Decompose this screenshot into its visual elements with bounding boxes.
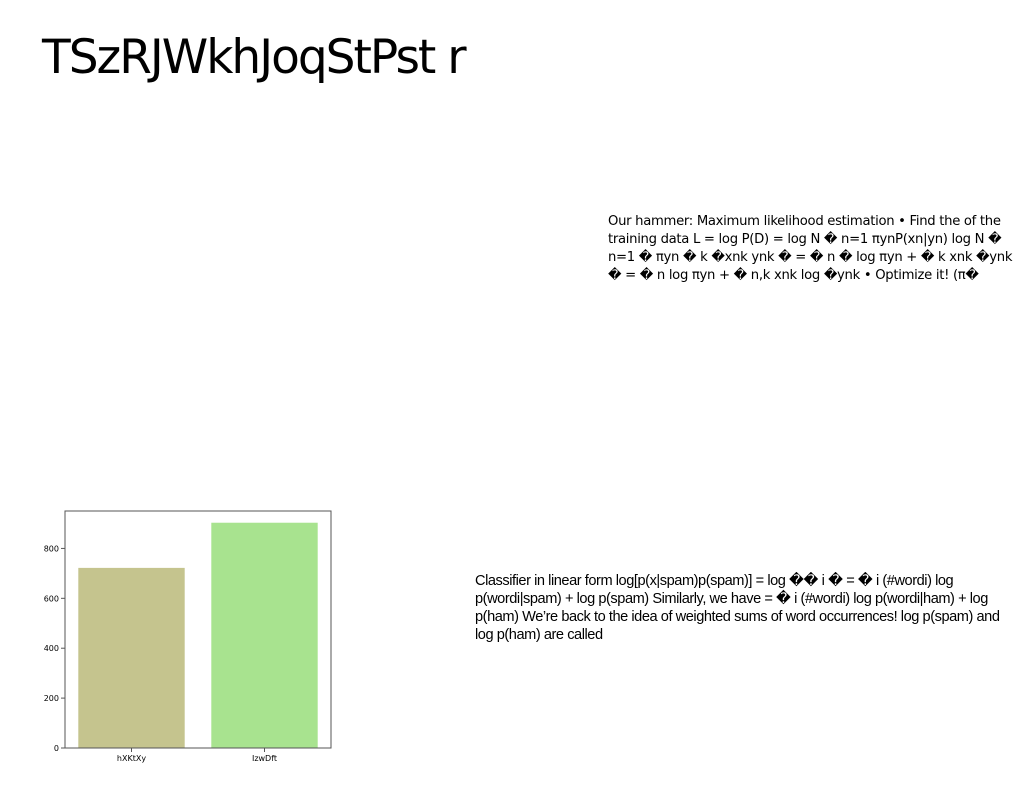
- x-tick-label: IzwDft: [252, 754, 277, 763]
- y-axis-ticks: 0 200 400 600 800: [44, 544, 65, 753]
- slide-title: TSzRJWkhJoqStPst r: [42, 30, 467, 85]
- bar-chart: 0 200 400 600 800 hXKtXy IzwDft: [44, 510, 332, 763]
- x-tick-label: hXKtXy: [117, 754, 146, 763]
- y-tick-label: 400: [44, 644, 59, 653]
- y-tick-label: 600: [44, 594, 59, 603]
- y-tick-label: 200: [44, 694, 59, 703]
- linear-classifier-paragraph: Classifier in linear form log[p(x|spam)p…: [475, 573, 1000, 643]
- bar-series: [78, 522, 318, 748]
- y-tick-label: 800: [44, 544, 59, 553]
- mle-paragraph: Our hammer: Maximum likelihood estimatio…: [608, 214, 1013, 283]
- y-tick-label: 0: [54, 744, 59, 753]
- bar-hXKtXy: [78, 567, 185, 748]
- bar-IzwDft: [211, 522, 318, 748]
- x-axis-ticks: hXKtXy IzwDft: [117, 748, 277, 763]
- plot-frame: [64, 510, 332, 749]
